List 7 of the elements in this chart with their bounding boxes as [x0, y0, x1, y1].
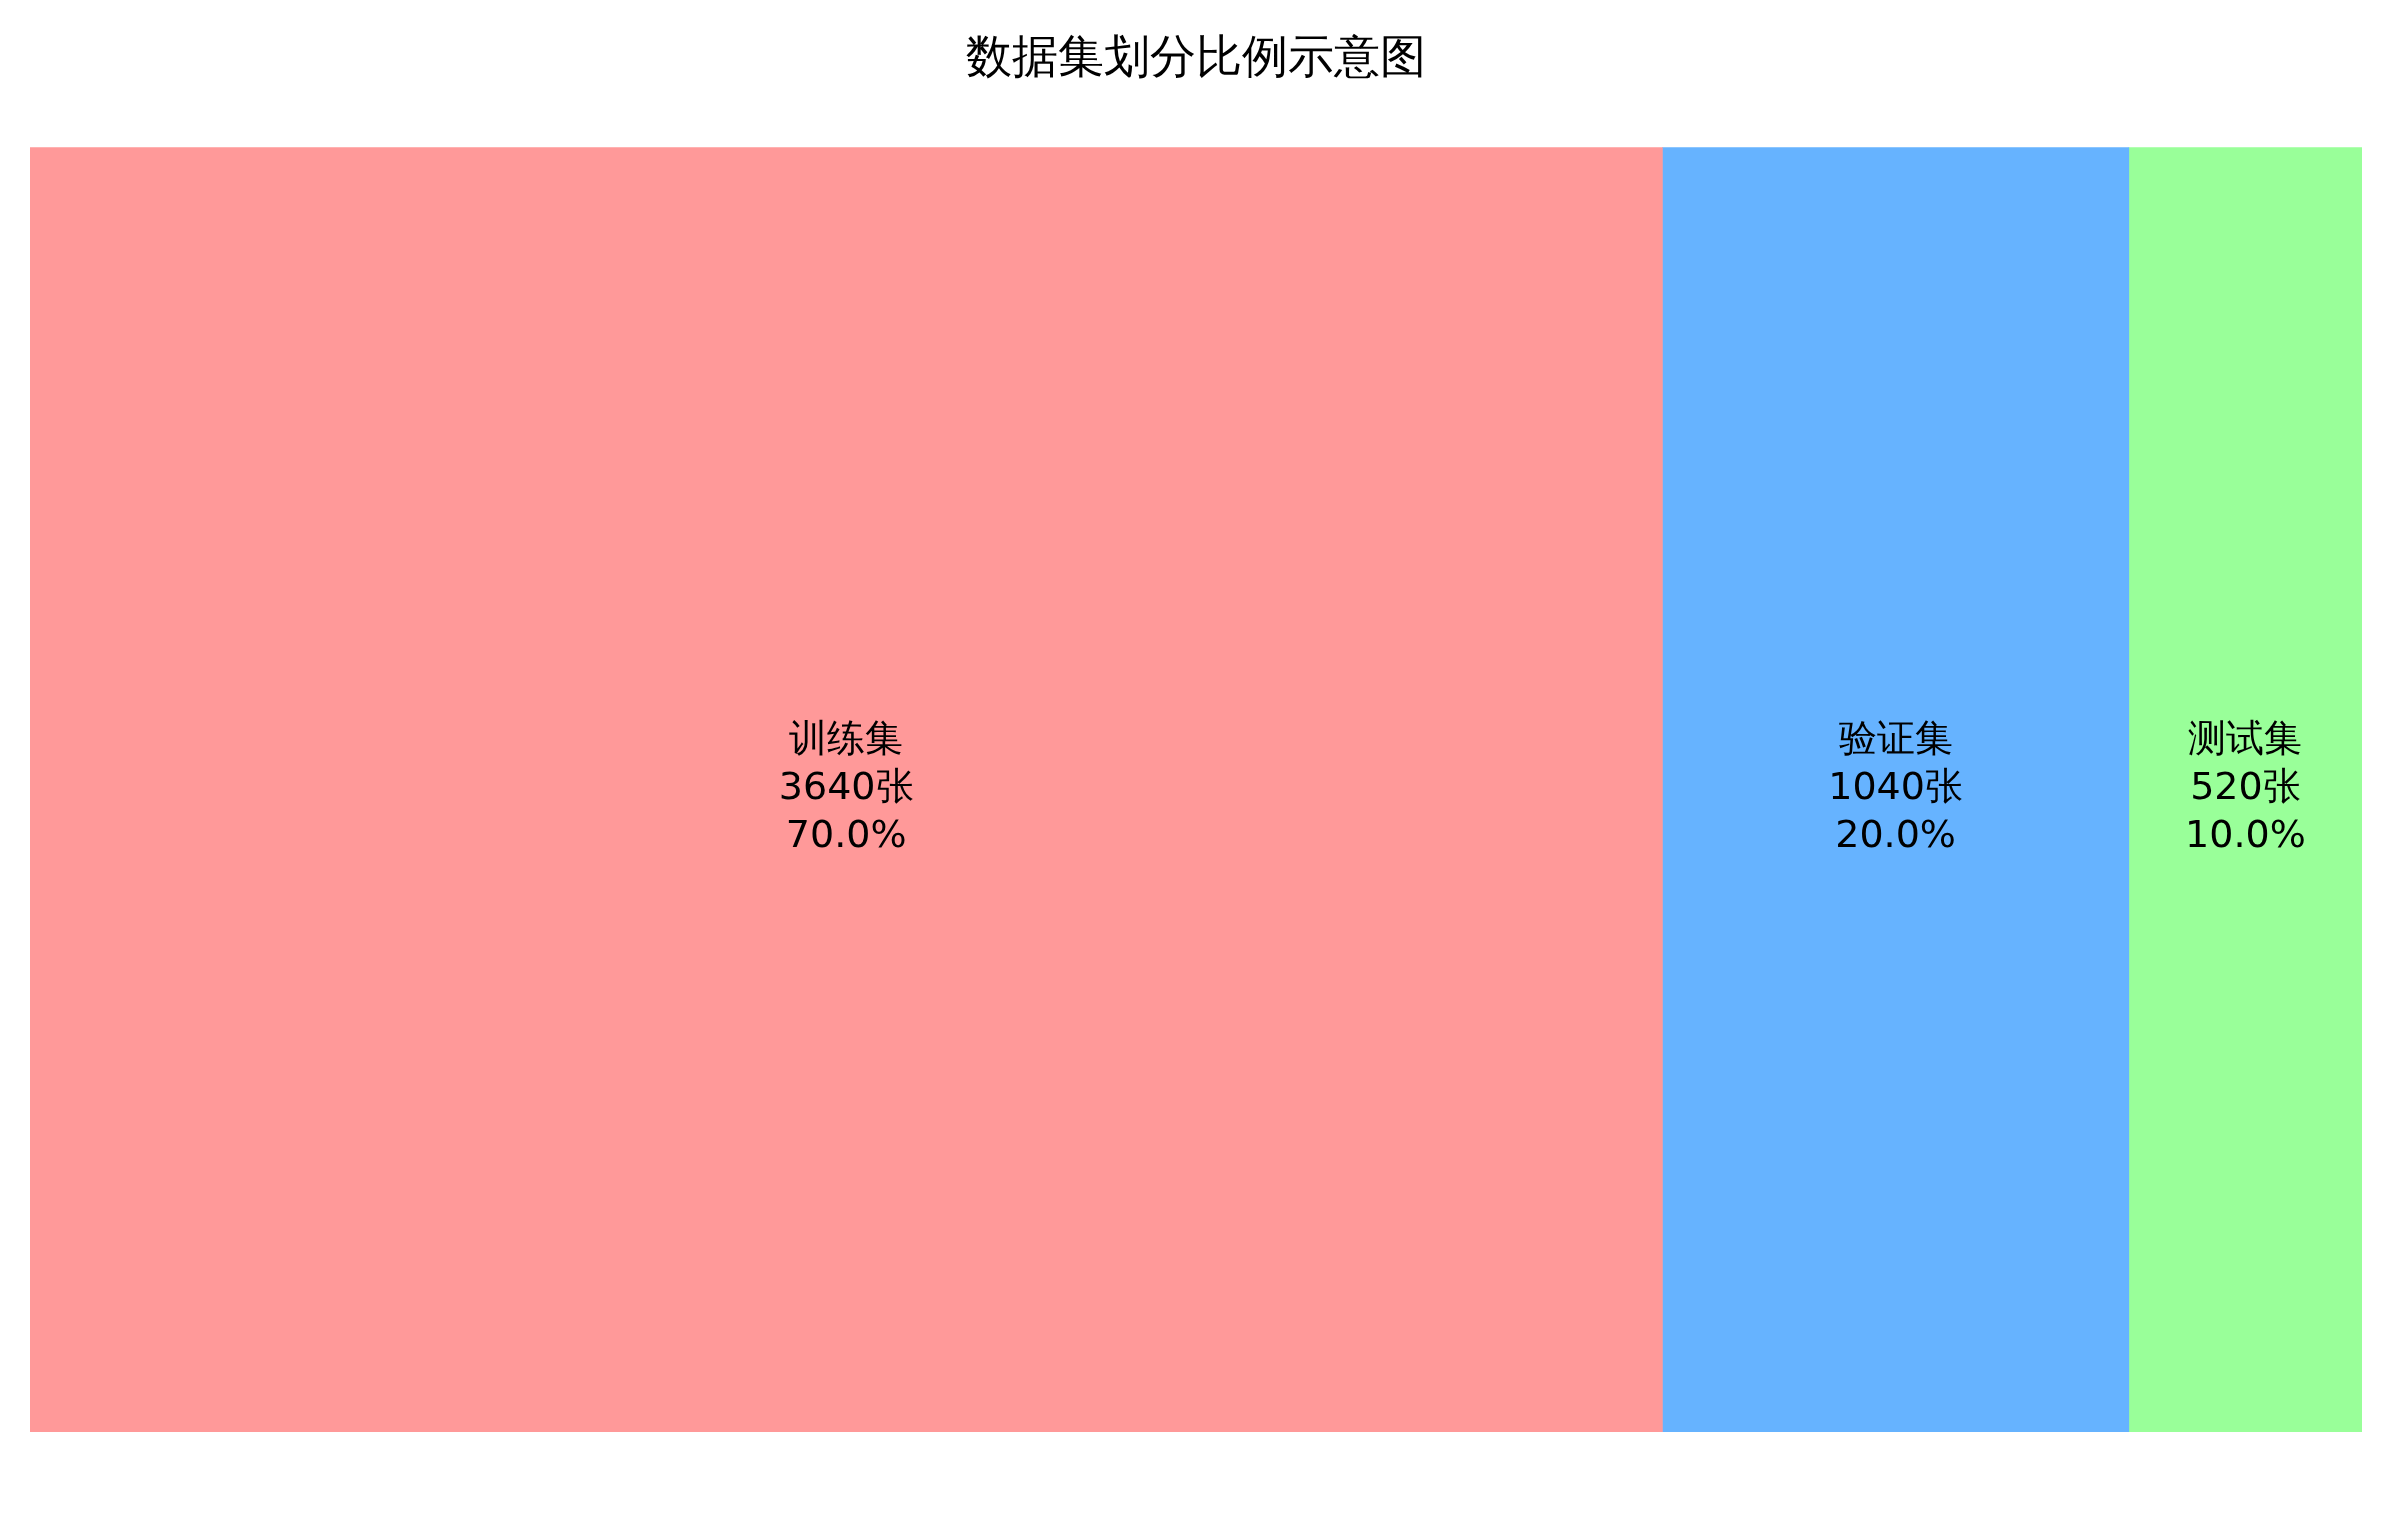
- data-label: 3640张 70.0%: [778, 764, 914, 857]
- category-label: 验证集: [1838, 716, 1953, 761]
- data-label: 520张 10.0%: [2185, 764, 2306, 857]
- data-label: 1040张 20.0%: [1828, 764, 1963, 857]
- category-label: 训练集: [789, 716, 904, 761]
- text: 数据集划分比例示意图: [966, 28, 1426, 83]
- category-label: 测试集: [2188, 716, 2303, 761]
